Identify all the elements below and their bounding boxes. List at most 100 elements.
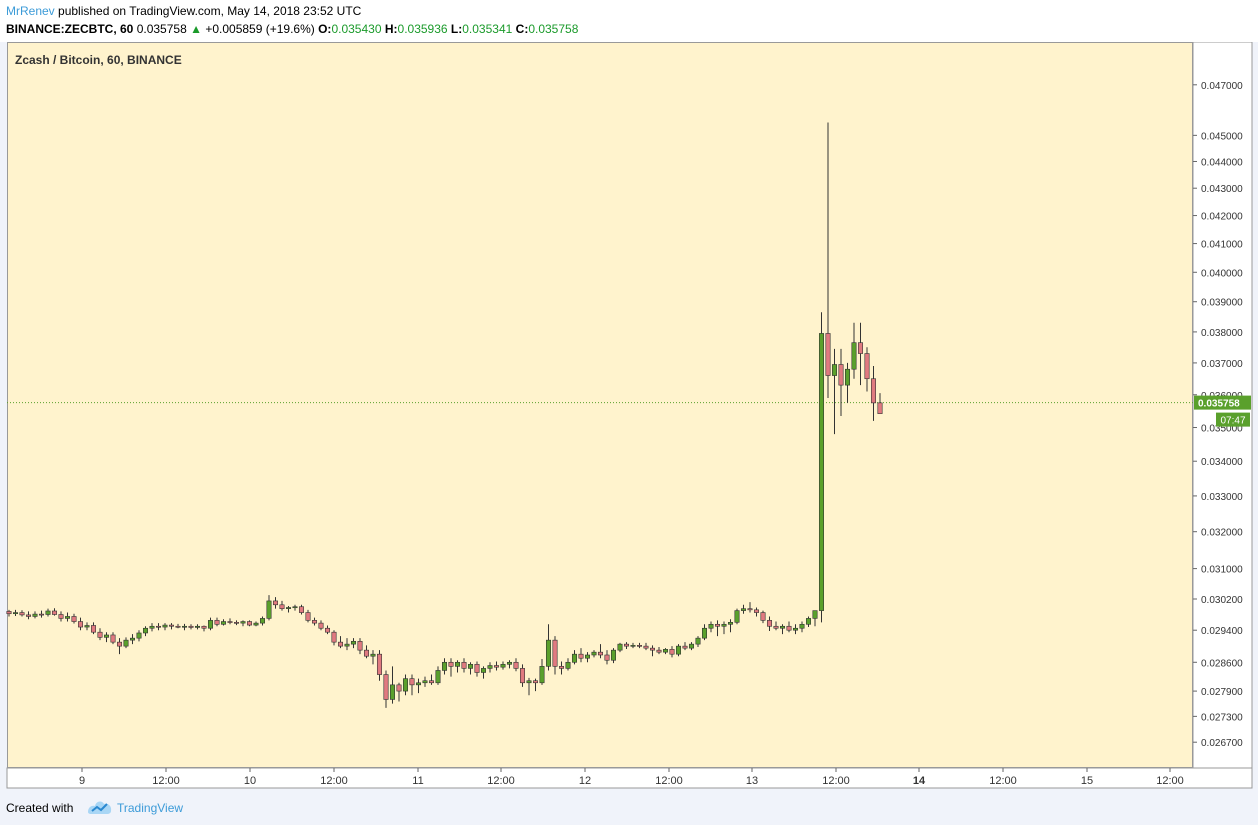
- y-tick-label: 0.039000: [1201, 298, 1243, 309]
- candle-body: [13, 612, 19, 615]
- candle-body: [51, 610, 57, 615]
- candle-body: [45, 610, 51, 615]
- candle-body: [669, 649, 675, 655]
- candle-body: [760, 612, 766, 621]
- candle-body: [247, 621, 253, 626]
- candle-body: [714, 623, 720, 627]
- candle-body: [688, 643, 694, 649]
- candle-body: [864, 353, 870, 380]
- candle-body: [532, 680, 538, 684]
- candle-body: [123, 639, 129, 647]
- candle-body: [870, 378, 876, 404]
- publish-line: MrRenev published on TradingView.com, Ma…: [6, 4, 361, 18]
- candle-body: [402, 678, 408, 692]
- candle-body: [519, 668, 525, 684]
- candle-body: [415, 682, 421, 686]
- candle-body: [91, 625, 97, 633]
- candle-body: [584, 654, 590, 659]
- candle-body: [357, 641, 363, 651]
- x-tick-label: 12:00: [655, 775, 683, 787]
- x-tick-label: 12: [579, 775, 591, 787]
- countdown-tag-label: 07:47: [1220, 416, 1245, 427]
- candle-body: [6, 611, 12, 615]
- candle-body: [474, 664, 480, 673]
- candle-body: [58, 614, 64, 619]
- candle-body: [344, 643, 350, 647]
- y-tick-label: 0.033000: [1201, 492, 1243, 503]
- candle-body: [156, 625, 162, 628]
- symbol-line: BINANCE:ZECBTC, 60 0.035758 ▲ +0.005859 …: [6, 22, 578, 36]
- candle-body: [753, 609, 759, 613]
- candle-body: [65, 616, 71, 619]
- candle-body: [311, 620, 317, 624]
- high-label: H:: [384, 22, 398, 36]
- candle-body: [578, 653, 584, 659]
- y-tick-label: 0.028600: [1201, 658, 1243, 669]
- candle-body: [591, 651, 597, 656]
- up-arrow-icon: ▲: [190, 22, 202, 36]
- candle-body: [376, 653, 382, 675]
- candle-body: [617, 643, 623, 651]
- candle-body: [604, 654, 610, 661]
- candle-body: [175, 625, 181, 628]
- x-tick-label: 15: [1081, 775, 1093, 787]
- candle-body: [721, 623, 727, 627]
- candle-body: [97, 631, 103, 638]
- candle-body: [558, 666, 564, 669]
- candle-body: [643, 645, 649, 649]
- candle-body: [779, 625, 785, 629]
- candle-body: [221, 621, 227, 625]
- candle-body: [259, 618, 265, 624]
- candle-body: [149, 625, 155, 629]
- low-value: 0.035341: [462, 22, 513, 36]
- candle-body: [25, 614, 31, 617]
- candle-body: [227, 621, 233, 623]
- y-tick-label: 0.047000: [1201, 81, 1243, 92]
- candle-body: [799, 623, 805, 629]
- x-tick-label: 12:00: [152, 775, 180, 787]
- candle-body: [740, 608, 746, 611]
- price-chart[interactable]: Zcash / Bitcoin, 60, BINANCE 0.026700 0.02…: [0, 42, 1258, 795]
- candle-body: [71, 616, 77, 622]
- candle-body: [851, 342, 857, 370]
- candle-body: [201, 625, 207, 629]
- y-tick-label: 0.043000: [1201, 184, 1243, 195]
- candle-body: [818, 333, 824, 611]
- candle-body: [513, 661, 519, 669]
- candle-body: [610, 649, 616, 661]
- symbol-label: BINANCE:ZECBTC, 60: [6, 22, 134, 36]
- candle-body: [279, 604, 285, 609]
- candle-body: [857, 342, 863, 354]
- x-tick-label: 12:00: [1156, 775, 1184, 787]
- y-tick-label: 0.031000: [1201, 565, 1243, 576]
- candle-body: [825, 333, 831, 376]
- candle-body: [78, 621, 84, 628]
- y-tick-label: 0.035000: [1201, 424, 1243, 435]
- tradingview-brand-link[interactable]: TradingView: [117, 801, 184, 815]
- candle-body: [169, 624, 175, 627]
- candle-body: [441, 661, 447, 671]
- candle-body: [389, 684, 395, 700]
- last-price-tag: [1194, 395, 1251, 410]
- author-link[interactable]: MrRenev: [6, 4, 55, 18]
- y-tick-label: 0.027900: [1201, 687, 1243, 698]
- time-axis: [6, 767, 1253, 789]
- candle-body: [623, 643, 629, 647]
- close-value: 0.035758: [528, 22, 579, 36]
- candle-body: [539, 666, 545, 684]
- y-tick-label: 0.026700: [1201, 738, 1243, 749]
- x-tick-label: 10: [244, 775, 256, 787]
- candle-body: [337, 641, 343, 647]
- tradingview-logo-icon[interactable]: [87, 798, 113, 821]
- y-tick-label: 0.045000: [1201, 131, 1243, 142]
- candle-body: [448, 661, 454, 667]
- candle-body: [428, 680, 434, 684]
- last-price-tag-label: 0.035758: [1198, 399, 1240, 410]
- created-with-text: Created with: [6, 801, 74, 815]
- candle-body: [766, 620, 772, 627]
- candle-body: [487, 665, 493, 669]
- candle-body: [298, 606, 304, 613]
- candle-body: [500, 664, 506, 668]
- candle-body: [812, 610, 818, 619]
- candle-body: [422, 680, 428, 684]
